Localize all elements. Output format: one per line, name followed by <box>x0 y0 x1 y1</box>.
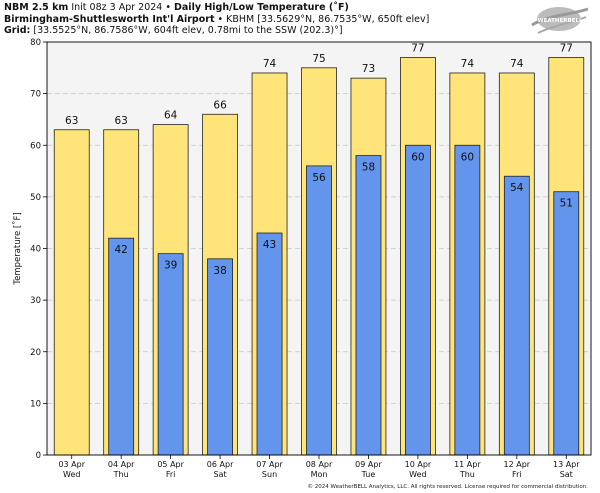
low-temp-bar <box>157 253 184 456</box>
low-temp-bar <box>355 155 382 456</box>
high-temp-label: 77 <box>411 42 424 54</box>
x-day-label: Sat <box>214 470 227 479</box>
low-temp-bar <box>454 144 481 456</box>
x-day-label: Thu <box>113 470 129 479</box>
low-temp-label: 42 <box>114 244 127 256</box>
high-temp-label: 74 <box>263 58 277 70</box>
high-temp-label: 63 <box>114 115 127 127</box>
high-temp-label: 73 <box>362 63 375 75</box>
x-date-label: 03 Apr <box>58 460 85 469</box>
copyright-notice: © 2024 WeatherBELL Analytics, LLC. All r… <box>307 484 588 490</box>
y-tick-label: 80 <box>30 38 41 48</box>
x-date-label: 13 Apr <box>553 460 580 469</box>
low-temp-bar <box>207 258 233 456</box>
y-tick-label: 10 <box>30 399 41 409</box>
high-temp-label: 77 <box>560 42 573 54</box>
low-temp-bar <box>256 232 283 456</box>
x-date-label: 12 Apr <box>504 460 531 469</box>
separator: • <box>217 13 224 25</box>
x-date-label: 05 Apr <box>157 460 184 469</box>
low-temp-bar <box>553 191 580 456</box>
x-date-label: 08 Apr <box>306 460 333 469</box>
low-temp-bar <box>108 237 135 456</box>
grid-coords: [33.5525°N, 86.7586°W, 604ft elev, 0.78m… <box>33 25 343 36</box>
header-line-1: NBM 2.5 km Init 08z 3 Apr 2024 • Daily H… <box>4 2 524 14</box>
y-tick-label: 0 <box>36 451 41 461</box>
x-date-label: 04 Apr <box>108 460 135 469</box>
x-day-label: Sat <box>560 470 573 479</box>
x-day-label: Mon <box>311 470 328 479</box>
model-name: NBM 2.5 km <box>4 2 69 13</box>
low-temp-bar <box>503 175 530 456</box>
x-day-label: Fri <box>166 470 176 479</box>
y-axis-label: Temperature [˚F] <box>12 212 23 285</box>
weatherbell-logo: WEATHERBELL <box>531 7 589 34</box>
y-tick-label: 60 <box>30 141 41 151</box>
y-tick-label: 40 <box>30 245 41 255</box>
high-temp-bar <box>53 129 90 456</box>
y-tick-label: 70 <box>30 90 41 100</box>
logo-text: WEATHERBELL <box>538 18 583 24</box>
low-temp-label: 60 <box>411 151 424 163</box>
chart-title: Daily High/Low Temperature (˚F) <box>174 2 349 13</box>
x-date-label: 11 Apr <box>454 460 481 469</box>
x-day-label: Thu <box>459 470 475 479</box>
x-date-label: 10 Apr <box>405 460 432 469</box>
x-date-label: 07 Apr <box>256 460 283 469</box>
header-line-2: Birmingham-Shuttlesworth Int'l Airport •… <box>4 14 524 26</box>
high-temp-label: 66 <box>213 99 227 111</box>
high-temp-label: 64 <box>164 110 178 122</box>
station-name: Birmingham-Shuttlesworth Int'l Airport <box>4 13 215 25</box>
high-temp-label: 63 <box>65 115 78 127</box>
x-date-label: 06 Apr <box>207 460 234 469</box>
x-day-label: Wed <box>409 470 426 479</box>
x-day-label: Wed <box>63 470 80 479</box>
y-tick-label: 30 <box>30 296 41 306</box>
separator: • <box>165 2 171 13</box>
header-line-3: Grid: [33.5525°N, 86.7586°W, 604ft elev,… <box>4 25 524 37</box>
low-temp-label: 54 <box>510 182 524 194</box>
low-temp-label: 38 <box>213 265 226 277</box>
low-temp-label: 39 <box>164 260 177 272</box>
plot-frame <box>46 41 592 456</box>
low-temp-label: 56 <box>312 172 326 184</box>
chart-header: NBM 2.5 km Init 08z 3 Apr 2024 • Daily H… <box>4 2 524 37</box>
low-temp-bar <box>405 144 431 456</box>
init-time: Init 08z 3 Apr 2024 <box>71 2 163 13</box>
station-coords: KBHM [33.5629°N, 86.7535°W, 650ft elev] <box>226 13 430 25</box>
x-date-label: 09 Apr <box>355 460 382 469</box>
x-day-label: Fri <box>512 470 522 479</box>
y-tick-label: 20 <box>30 348 41 358</box>
high-temp-label: 74 <box>461 58 475 70</box>
x-day-label: Sun <box>262 470 277 479</box>
high-temp-label: 74 <box>510 58 524 70</box>
low-temp-label: 51 <box>560 198 573 210</box>
low-temp-label: 60 <box>461 151 474 163</box>
high-temp-label: 75 <box>312 53 325 65</box>
low-temp-label: 58 <box>362 162 375 174</box>
low-temp-bar <box>306 165 332 456</box>
y-tick-label: 50 <box>30 193 41 203</box>
low-temp-label: 43 <box>263 239 276 251</box>
x-day-label: Tue <box>361 470 376 479</box>
grid-label: Grid: <box>4 25 31 36</box>
